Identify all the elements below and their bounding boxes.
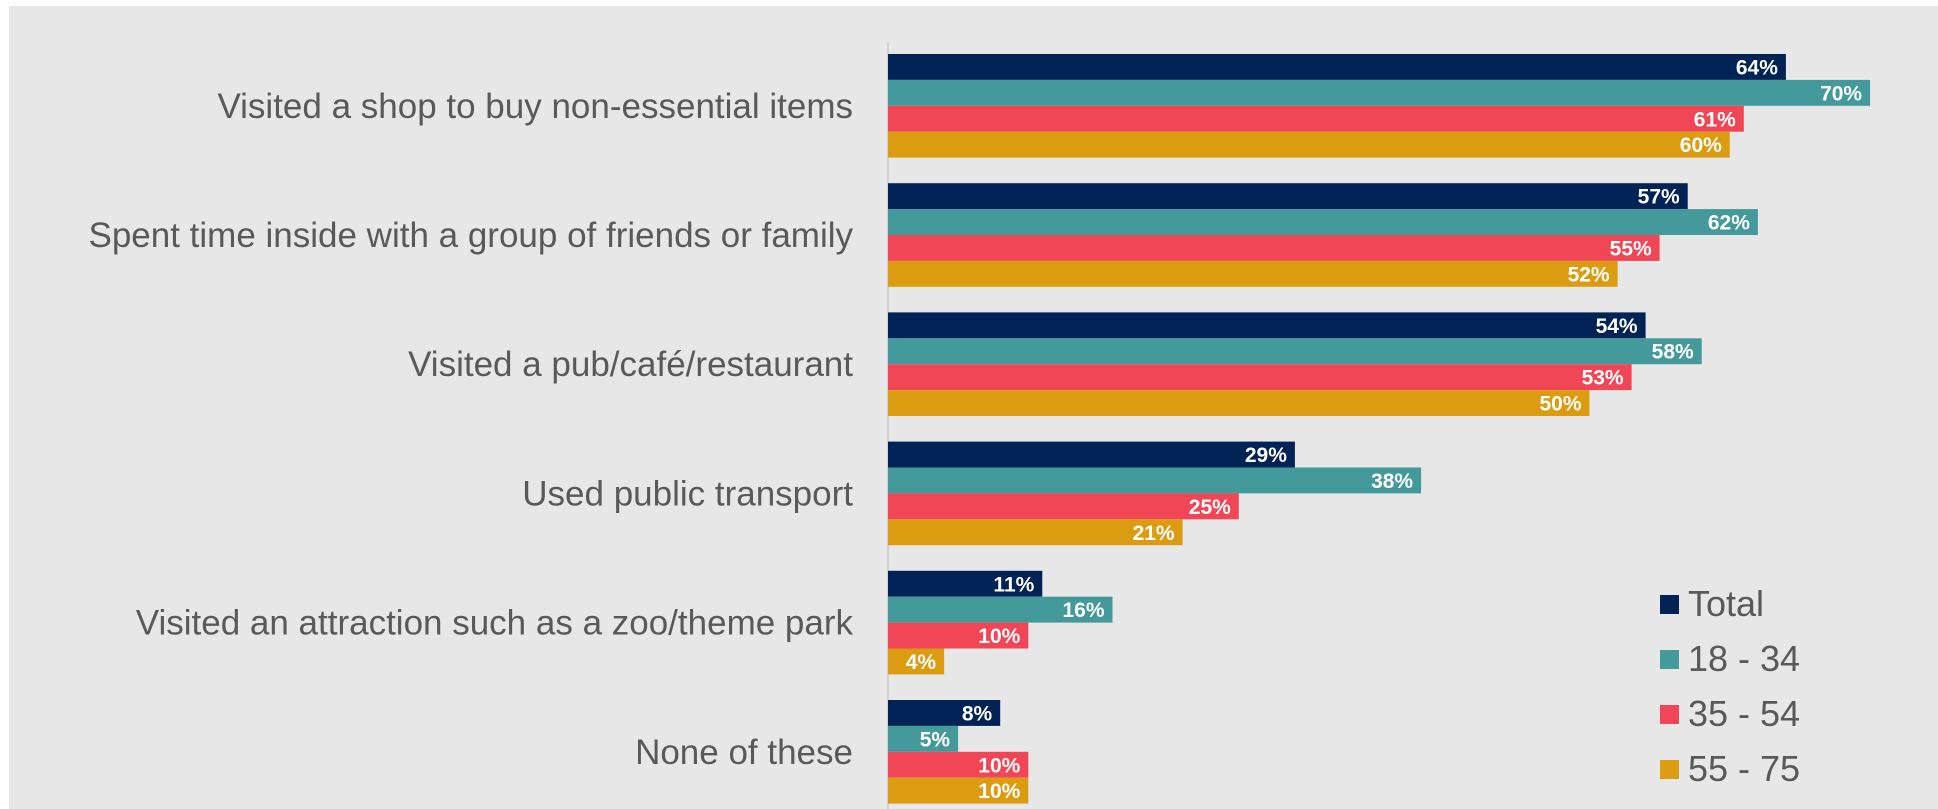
data-label: 10%	[978, 754, 1020, 777]
data-label: 54%	[1596, 315, 1638, 338]
legend-label: 55 - 75	[1688, 748, 1800, 789]
bar	[888, 312, 1646, 339]
bars-layer	[888, 54, 1871, 804]
bar	[888, 54, 1786, 80]
data-label: 10%	[978, 625, 1020, 648]
data-label: 61%	[1694, 108, 1736, 131]
data-label: 21%	[1133, 522, 1175, 545]
data-label: 62%	[1708, 212, 1750, 235]
bar	[888, 519, 1183, 546]
legend-label: 18 - 34	[1688, 638, 1800, 679]
bar	[888, 700, 1001, 726]
data-label: 4%	[906, 651, 937, 674]
data-label: 11%	[993, 573, 1034, 596]
data-label: 58%	[1652, 341, 1694, 364]
bar	[888, 648, 945, 675]
labels-layer: Visited a shop to buy non-essential item…	[88, 57, 1862, 804]
data-label: 50%	[1539, 393, 1581, 416]
legend: Total 18 - 34 35 - 54 55 - 75	[1660, 583, 1800, 789]
bar	[888, 105, 1744, 132]
bar	[888, 467, 1422, 494]
bar	[888, 751, 1029, 778]
legend-swatch	[1660, 595, 1679, 614]
category-label: Visited an attraction such as a zoo/them…	[136, 604, 854, 643]
category-label: Visited a shop to buy non-essential item…	[217, 87, 853, 126]
category-label: None of these	[635, 733, 853, 772]
bar	[888, 260, 1618, 287]
bar	[888, 390, 1590, 416]
data-label: 25%	[1189, 496, 1231, 519]
bar	[888, 777, 1029, 804]
bar	[888, 79, 1871, 106]
data-label: 16%	[1062, 599, 1104, 622]
legend-swatch	[1660, 705, 1679, 724]
data-label: 53%	[1582, 367, 1624, 390]
legend-label: 35 - 54	[1688, 693, 1800, 734]
bar	[888, 596, 1113, 623]
category-label: Visited a pub/café/restaurant	[408, 345, 853, 384]
bar	[888, 183, 1688, 210]
bar	[888, 493, 1239, 520]
bar	[888, 338, 1702, 365]
bar	[888, 570, 1043, 597]
data-label: 8%	[962, 703, 993, 726]
data-label: 5%	[920, 728, 951, 751]
bar	[888, 364, 1632, 391]
legend-swatch	[1660, 760, 1679, 779]
data-label: 55%	[1610, 237, 1652, 260]
legend-swatch	[1660, 650, 1679, 669]
data-label: 52%	[1568, 263, 1610, 286]
data-label: 38%	[1371, 470, 1413, 493]
data-label: 64%	[1736, 57, 1778, 80]
category-label: Spent time inside with a group of friend…	[88, 216, 853, 255]
bar	[888, 622, 1029, 649]
legend-label: Total	[1688, 583, 1764, 624]
bar	[888, 441, 1295, 468]
data-label: 57%	[1638, 186, 1680, 209]
data-label: 29%	[1245, 444, 1287, 467]
bar	[888, 725, 959, 752]
data-label: 70%	[1820, 82, 1862, 105]
bar	[888, 209, 1758, 235]
bar	[888, 235, 1660, 261]
data-label: 10%	[978, 780, 1020, 803]
bar	[888, 131, 1730, 158]
data-label: 60%	[1680, 134, 1722, 157]
category-label: Used public transport	[522, 474, 853, 513]
